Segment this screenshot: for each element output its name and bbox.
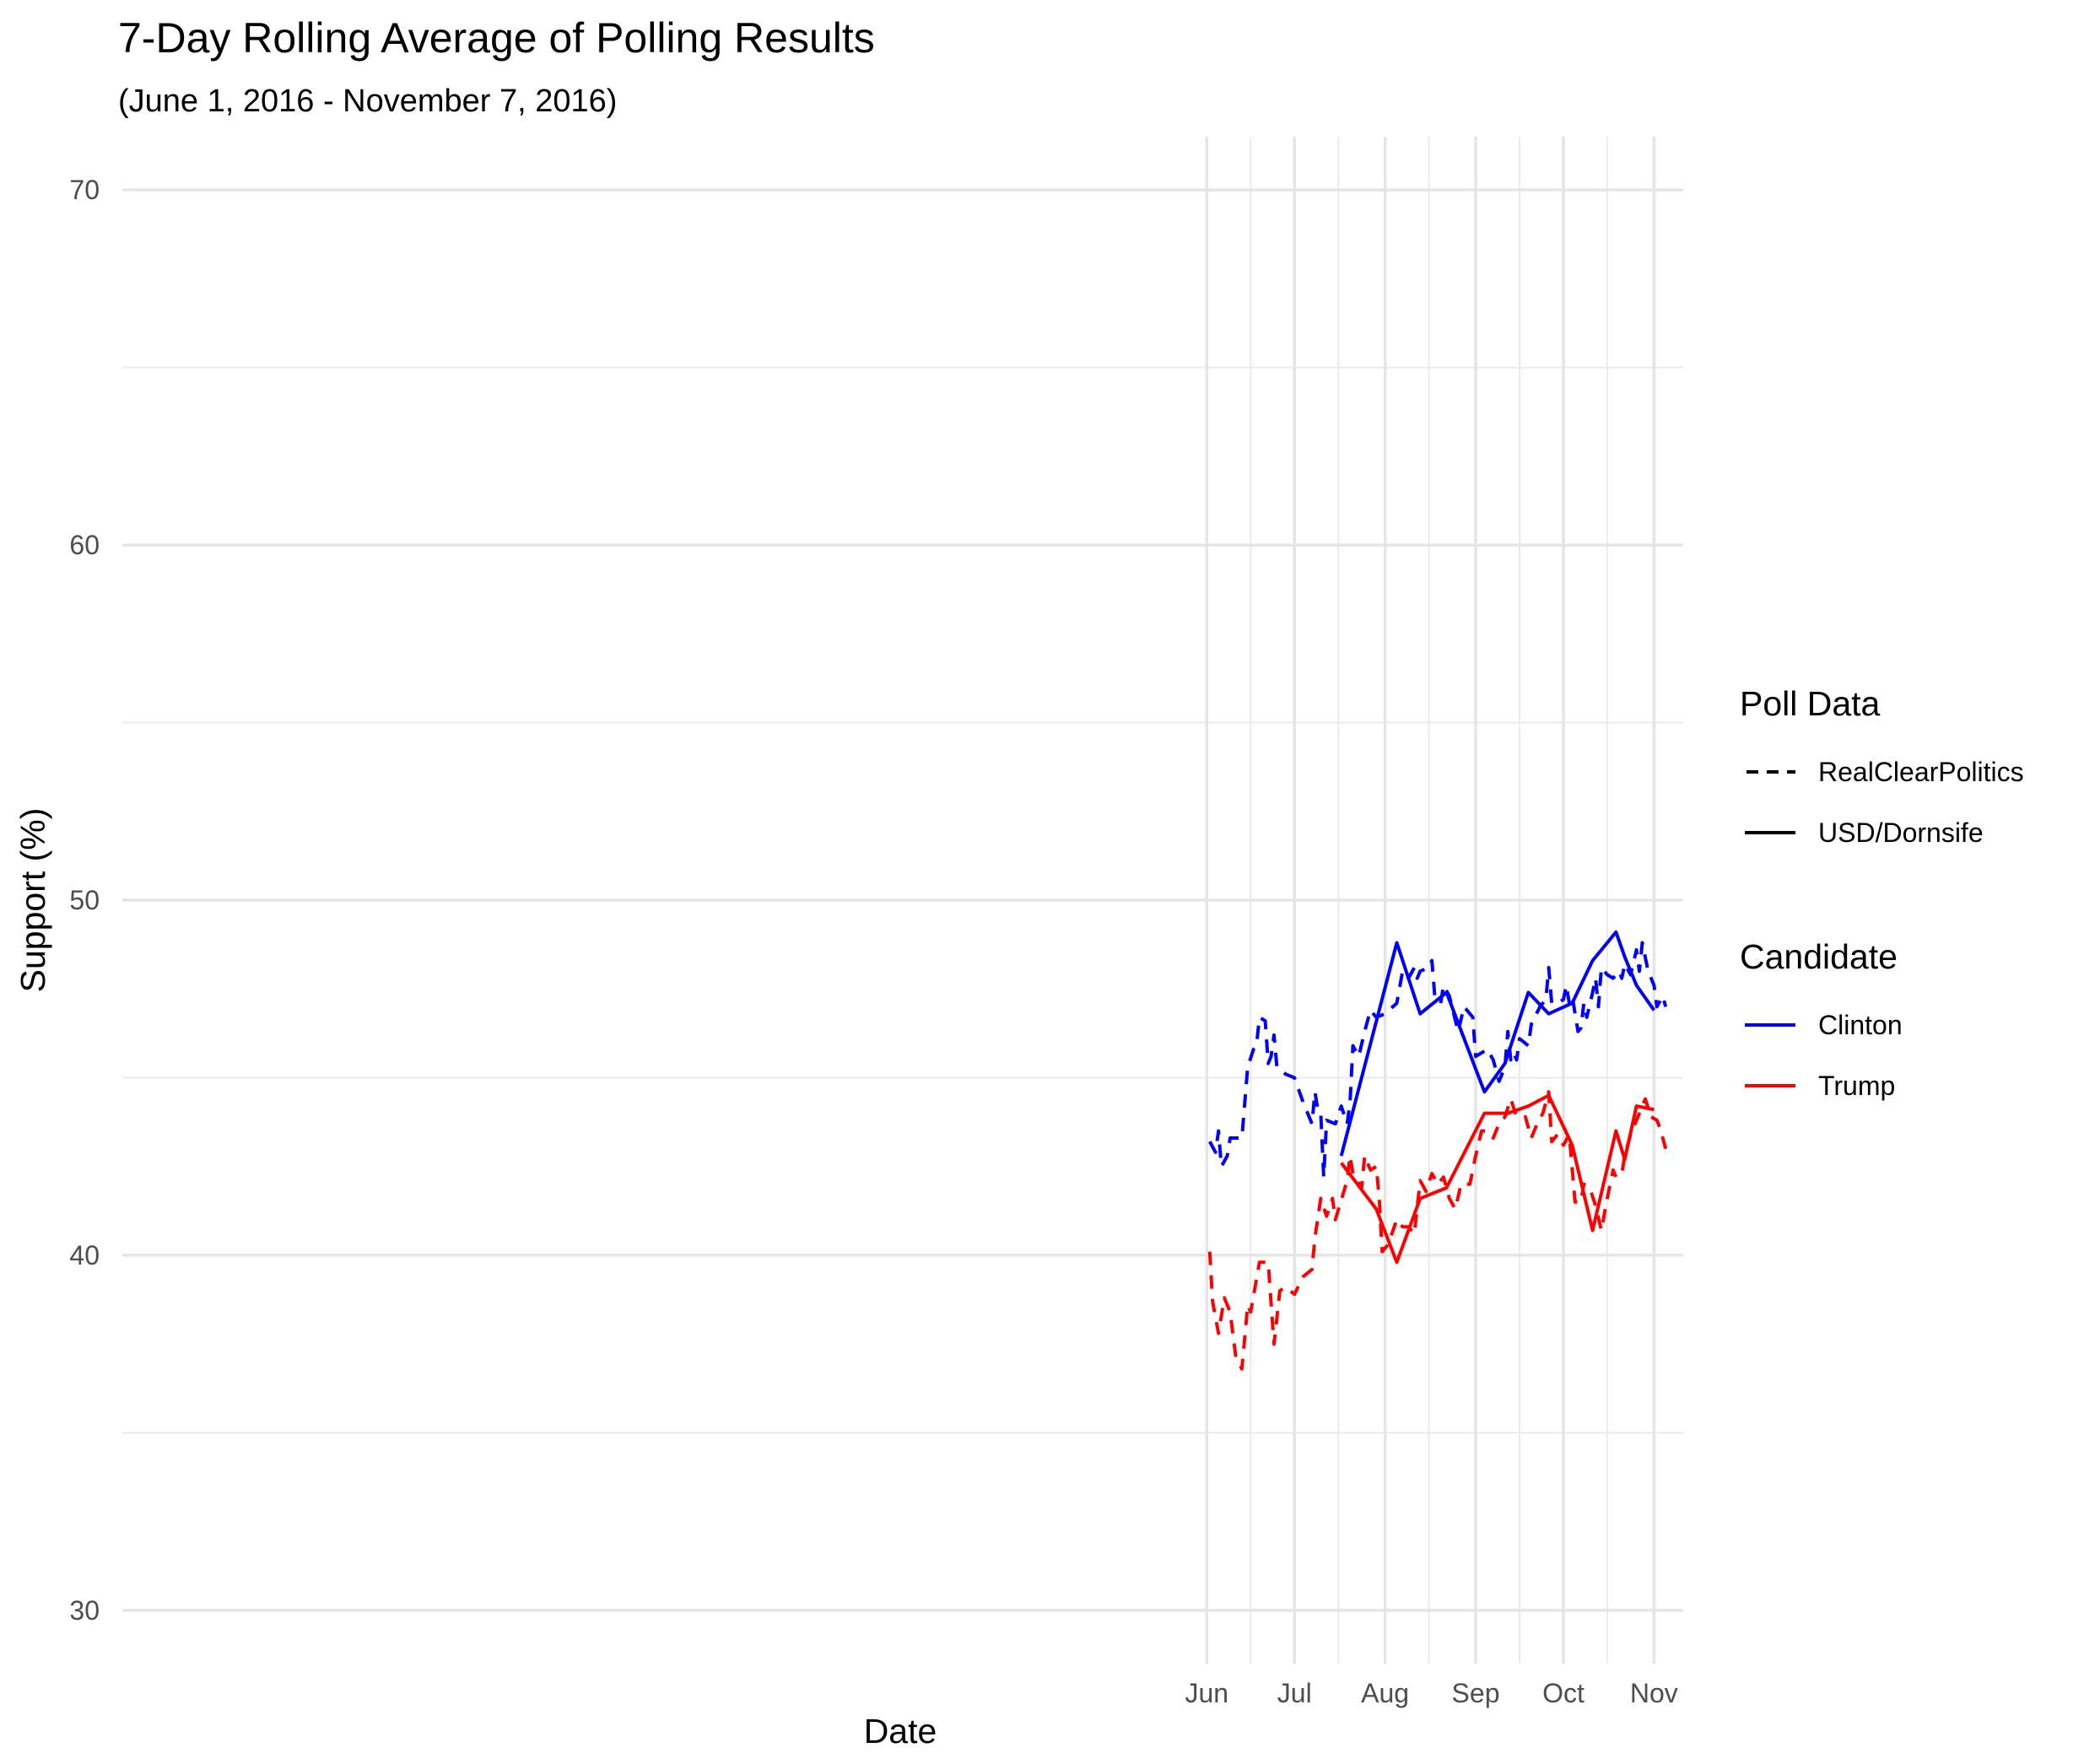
legend-label-usd-dornsife: USD/Dornsife (1818, 817, 1984, 848)
x-axis-title: Date (864, 1712, 937, 1751)
legend-title-candidate: Candidate (1740, 937, 1898, 976)
chart-subtitle: (June 1, 2016 - November 7, 2016) (118, 84, 617, 119)
y-tick-label: 40 (69, 1240, 100, 1270)
legend-label-clinton: Clinton (1818, 1010, 1903, 1040)
legend-label-realclearpolitics: RealClearPolitics (1818, 757, 2024, 787)
x-tick-label: Aug (1361, 1678, 1409, 1708)
chart-title: 7-Day Rolling Average of Polling Results (118, 14, 875, 62)
y-tick-label: 70 (69, 175, 100, 205)
series-line-trump-realclearpolitics (1207, 1090, 1668, 1371)
x-tick-label: Jun (1185, 1678, 1229, 1708)
legend-label-trump: Trump (1818, 1071, 1895, 1101)
y-axis-ticks: 30 40 50 60 70 (69, 175, 100, 1626)
series-line-trump-usd-dornsife (1340, 1093, 1655, 1265)
x-axis-ticks: Jun Jul Aug Sep Oct Nov (1185, 1678, 1678, 1708)
x-tick-label: Nov (1630, 1678, 1678, 1708)
series-line-clinton-usd-dornsife (1339, 930, 1656, 1157)
x-tick-label: Oct (1542, 1678, 1585, 1708)
y-tick-label: 50 (69, 885, 100, 915)
legend-title-poll-data: Poll Data (1740, 684, 1881, 723)
x-tick-label: Sep (1452, 1678, 1500, 1708)
y-tick-label: 60 (69, 530, 100, 560)
plot-series (1207, 930, 1668, 1371)
y-axis-title: Support (%) (13, 808, 52, 993)
major-grid (122, 137, 1683, 1664)
y-tick-label: 30 (69, 1595, 100, 1626)
legend-poll-data: Poll Data RealClearPolitics USD/Dornsife (1740, 684, 2024, 848)
x-tick-label: Jul (1277, 1678, 1312, 1708)
series-line-clinton-realclearpolitics (1208, 941, 1668, 1179)
legend-candidate: Candidate Clinton Trump (1740, 937, 1903, 1101)
